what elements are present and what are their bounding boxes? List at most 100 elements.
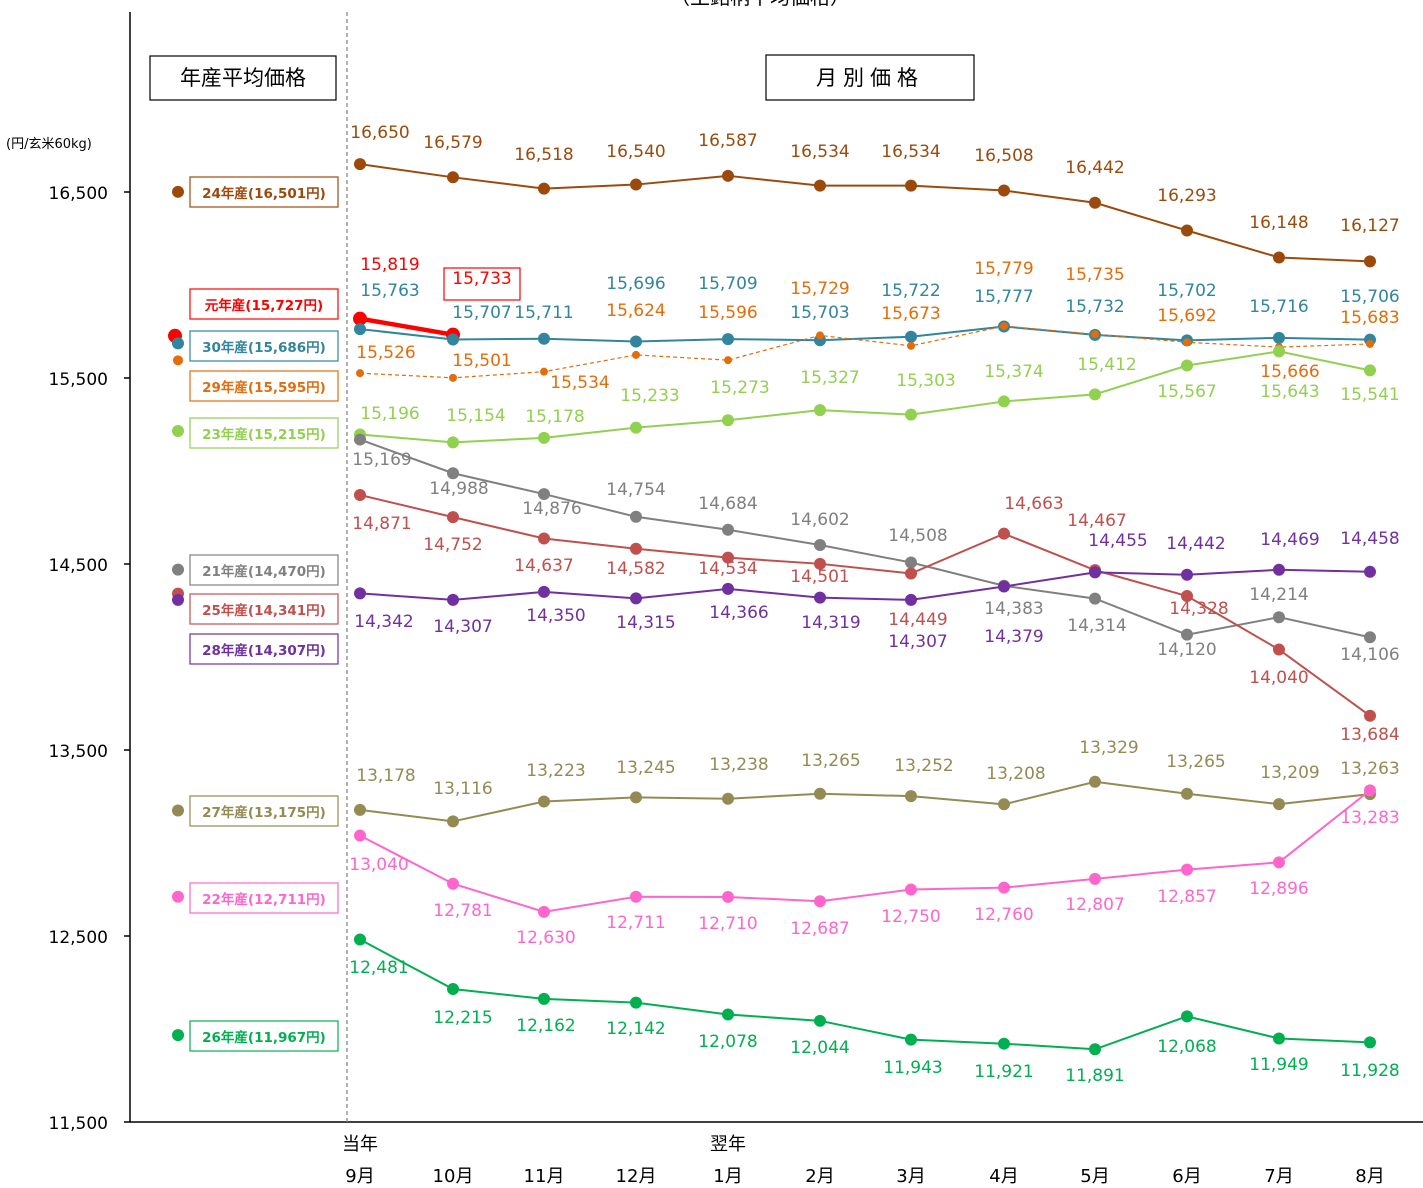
x-tick-label: 3月 (896, 1166, 925, 1187)
data-point (1091, 330, 1099, 339)
data-label: 12,630 (516, 928, 575, 948)
data-point (354, 488, 366, 501)
x-tick-label: 5月 (1080, 1166, 1109, 1187)
data-label: 11,891 (1065, 1066, 1124, 1086)
average-point (172, 593, 184, 606)
data-label: 16,127 (1340, 216, 1399, 236)
data-point (1273, 611, 1285, 624)
data-label: 15,541 (1340, 385, 1399, 405)
average-markers: 24年産(16,501円) 元年産(15,727円) 30年産(15,686円) 29… (168, 176, 339, 1052)
series-group: 13,178 13,116 13,223 13,245 13,238 13,265 13,2… (354, 738, 1400, 828)
data-point (998, 184, 1010, 197)
data-label: 16,508 (974, 146, 1033, 166)
data-point (905, 1033, 917, 1046)
x-tick-label: 2月 (805, 1166, 834, 1187)
legend-box (189, 633, 339, 665)
data-point (354, 803, 366, 816)
data-label: 12,710 (698, 914, 757, 934)
data-label: 14,534 (698, 559, 757, 579)
data-label: 16,518 (514, 145, 573, 165)
series-group: 13,040 12,781 12,630 12,711 12,710 12,687 12,7… (349, 784, 1400, 948)
data-point (814, 895, 826, 908)
data-point (998, 881, 1010, 894)
data-label: 16,534 (881, 142, 940, 162)
header-left-label: 年産平均価格 (180, 66, 306, 90)
series-line (359, 350, 1371, 444)
data-point (814, 787, 826, 800)
y-tick-label: 14,500 (49, 556, 108, 576)
data-label: 14,876 (522, 499, 581, 519)
average-point (173, 355, 183, 366)
data-label: 14,342 (354, 612, 413, 632)
data-point (998, 527, 1010, 540)
data-label: 15,412 (1077, 355, 1136, 375)
data-point (1364, 364, 1376, 377)
data-label: 14,469 (1260, 530, 1319, 550)
data-label: 11,928 (1340, 1061, 1399, 1081)
data-point (630, 335, 642, 348)
data-label: 15,327 (800, 368, 859, 388)
average-point (172, 563, 184, 576)
data-point (905, 790, 917, 803)
data-point (632, 350, 640, 359)
data-label: 14,458 (1340, 529, 1399, 549)
data-label: 13,238 (709, 755, 768, 775)
series-line (359, 163, 1371, 263)
data-label: 12,687 (790, 919, 849, 939)
data-label: 11,921 (974, 1062, 1033, 1082)
data-label: 13,265 (1166, 752, 1225, 772)
data-point (998, 580, 1010, 593)
series-line (359, 494, 1371, 717)
data-label: 11,949 (1249, 1055, 1308, 1075)
data-label: 12,760 (974, 905, 1033, 925)
data-point (907, 341, 915, 350)
data-label: 14,328 (1169, 599, 1228, 619)
data-label: 14,754 (606, 480, 665, 500)
data-point (1364, 1036, 1376, 1049)
data-label: 16,650 (350, 123, 409, 143)
data-label: 11,943 (883, 1058, 942, 1078)
data-point (354, 933, 366, 946)
data-label: 14,120 (1157, 640, 1216, 660)
data-point (722, 890, 734, 903)
data-label: 16,148 (1249, 213, 1308, 233)
data-point (722, 792, 734, 805)
data-label: 14,106 (1340, 645, 1399, 665)
data-point (1273, 798, 1285, 811)
series-group: 15,526 15,501 15,534 15,624 15,596 15,729 15,6… (356, 259, 1400, 393)
average-point (172, 337, 184, 350)
data-point (630, 510, 642, 523)
legend-label: 29年産(15,595円) (202, 379, 326, 396)
x-tick-label: 9月 (345, 1166, 374, 1187)
y-tick-label: 11,500 (49, 1114, 108, 1134)
data-point (1273, 1032, 1285, 1045)
series-line (359, 938, 1371, 1051)
data-point (630, 542, 642, 555)
data-label: 13,208 (986, 764, 1045, 784)
series-line (359, 780, 1371, 823)
data-label: 15,643 (1260, 382, 1319, 402)
data-point (449, 373, 457, 382)
data-label: 14,684 (698, 494, 757, 514)
data-point (1364, 631, 1376, 644)
data-point (538, 992, 550, 1005)
data-point (998, 1037, 1010, 1050)
y-tick-label: 16,500 (49, 184, 108, 204)
data-point (1089, 775, 1101, 788)
data-label: 15,567 (1157, 382, 1216, 402)
legend-label: 25年産(14,341円) (202, 602, 326, 619)
data-label: 14,315 (616, 613, 675, 633)
data-point (724, 356, 732, 365)
y-axis-unit-label: (円/玄米60kg) (6, 137, 92, 152)
data-label: 12,215 (433, 1008, 492, 1028)
series-group: 14,871 14,752 14,637 14,582 14,534 14,501 14,4… (352, 488, 1400, 745)
data-point (722, 333, 734, 346)
data-point (814, 557, 826, 570)
x-ticks: 9月 10月 11月 12月 1月 2月 3月 4月 5月 6月 7月 8月 (345, 1166, 1384, 1187)
x-tick-label: 4月 (989, 1166, 1018, 1187)
legend-box (189, 417, 339, 449)
data-point (354, 587, 366, 600)
data-point (722, 169, 734, 182)
series-group: 14,342 14,307 14,350 14,315 14,366 14,319 14,3… (354, 529, 1400, 652)
data-point (1181, 1010, 1193, 1023)
